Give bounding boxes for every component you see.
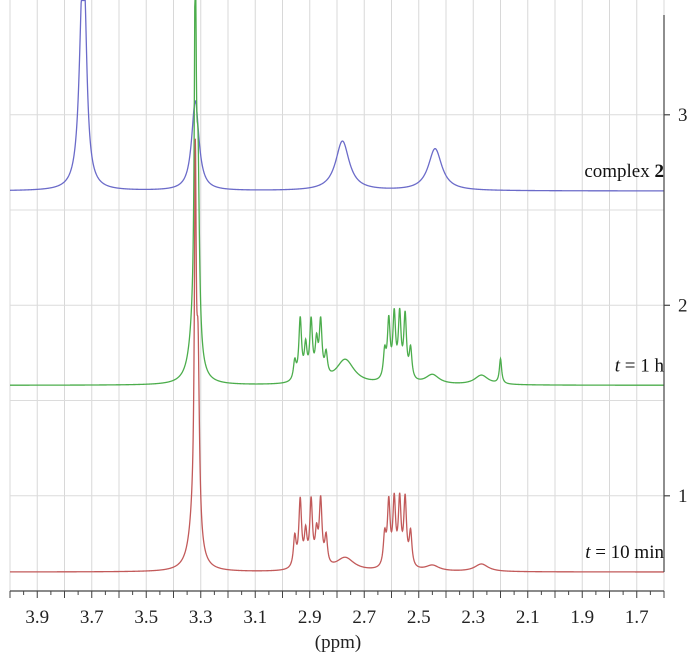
spectrum-line-0 [9, 0, 664, 192]
x-tick-label: 2.5 [407, 607, 431, 628]
spectra [9, 0, 664, 573]
y-tick-label: 2 [678, 295, 688, 316]
y-tick-label: 1 [678, 486, 688, 507]
x-tick-label: 2.1 [516, 607, 540, 628]
series-label-2: t = 10 min [585, 542, 664, 563]
x-tick-label: 3.7 [80, 607, 104, 628]
labels: complex 2 t = 1 h t = 10 min [584, 161, 664, 563]
x-axis-label: (ppm) [315, 632, 361, 653]
axes: 1 2 3 3.9 3.7 3.5 3.3 3.1 2.9 2.7 2.5 2.3 2.1 1.9 1.7 [9, 15, 688, 628]
x-tick-label: 1.7 [625, 607, 649, 628]
series-label-1: t = 1 h [615, 355, 665, 376]
series-label-0: complex 2 [584, 161, 664, 182]
spectrum-line-2 [10, 138, 664, 573]
x-tick-label: 3.3 [189, 607, 213, 628]
x-tick-label: 3.9 [25, 607, 49, 628]
x-tick-label: 1.9 [570, 607, 594, 628]
x-tick-label: 2.3 [461, 607, 485, 628]
x-tick-label: 3.1 [243, 607, 267, 628]
spectrum-line-1 [10, 0, 664, 386]
x-tick-label: 3.5 [134, 607, 158, 628]
x-tick-label: 2.7 [352, 607, 376, 628]
y-tick-label: 3 [678, 105, 688, 126]
x-tick-label: 2.9 [298, 607, 322, 628]
grid [9, 0, 665, 598]
